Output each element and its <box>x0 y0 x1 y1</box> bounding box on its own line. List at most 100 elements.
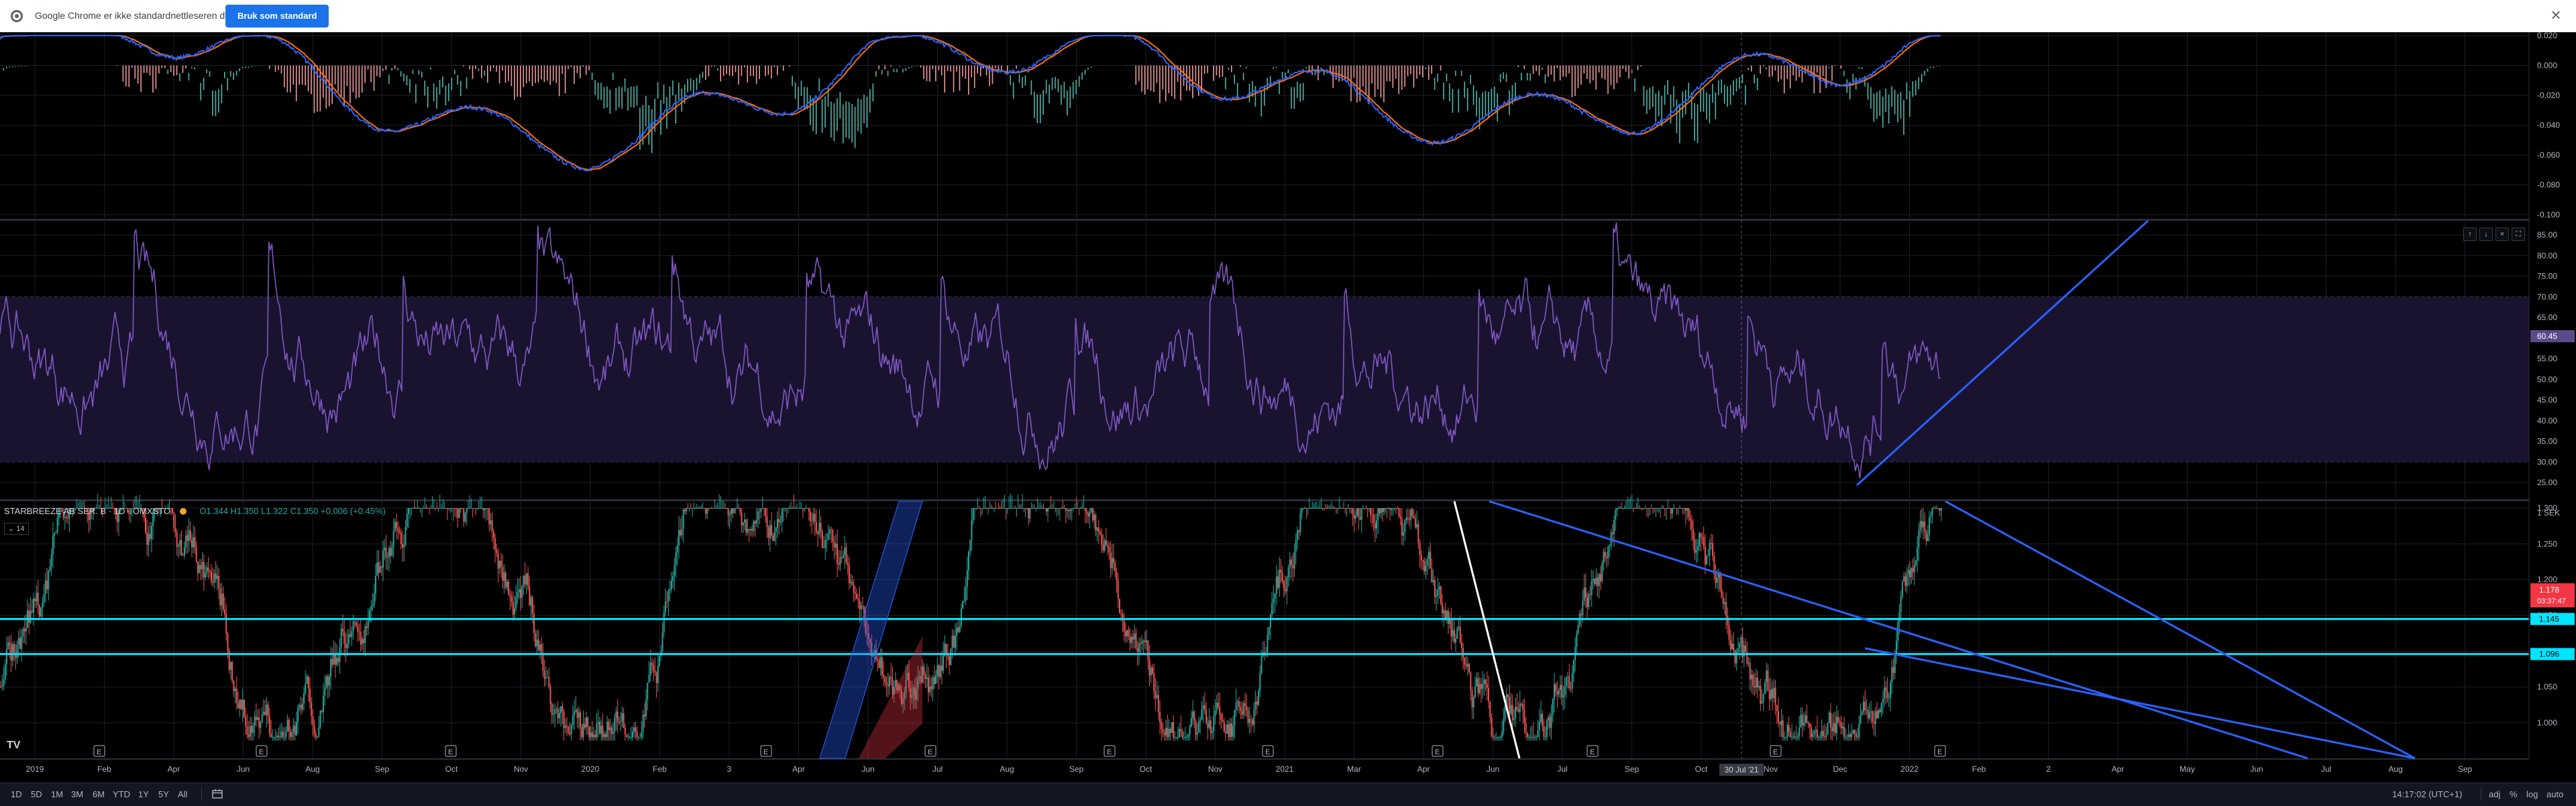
macd-histogram-bar <box>1891 86 1892 107</box>
pane-close-button[interactable]: × <box>2496 228 2509 241</box>
candle-body <box>1685 508 1686 511</box>
calendar-range-icon[interactable] <box>212 789 223 799</box>
candle-body <box>7 642 9 649</box>
candle-body <box>798 508 799 509</box>
macd-histogram-bar <box>1246 67 1247 68</box>
macd-histogram-bar <box>867 97 868 128</box>
candle-body <box>1730 640 1731 649</box>
candle-body <box>288 720 290 732</box>
macd-histogram-bar <box>1425 67 1426 69</box>
macd-histogram-bar <box>1443 83 1444 99</box>
candle-body <box>294 725 296 735</box>
candle-body <box>1921 521 1923 527</box>
candle-body <box>1696 550 1697 553</box>
candle-body <box>342 629 343 632</box>
adj-toggle[interactable]: adj <box>2489 789 2500 799</box>
candle-body <box>1181 732 1183 738</box>
indicator-toggle[interactable]: ⌄ 14 <box>4 523 29 535</box>
candle-body <box>1439 587 1440 590</box>
candle-body <box>331 659 333 664</box>
range-6m-button[interactable]: 6M <box>93 789 105 799</box>
candle-body <box>1031 508 1032 509</box>
candle-body <box>1036 508 1038 509</box>
candle-body <box>309 688 311 702</box>
symbol-name[interactable]: STARBREEZE AB SER. B <box>4 506 106 516</box>
candle-body <box>176 532 178 547</box>
candle-body <box>1304 508 1305 509</box>
candle-body <box>1013 508 1014 509</box>
candle-body <box>3 679 4 686</box>
symbol-legend[interactable]: STARBREEZE AB SER. B · 1D · OMXSTO O1.34… <box>4 506 386 516</box>
candle-body <box>1395 508 1397 509</box>
candle-body <box>889 677 890 687</box>
candle-body <box>1540 714 1542 722</box>
range-ytd-button[interactable]: YTD <box>113 789 130 799</box>
candle-body <box>1703 537 1705 546</box>
macd-histogram-bar <box>146 66 148 73</box>
candle-body <box>560 706 561 713</box>
candle-body <box>941 666 943 671</box>
log-toggle[interactable]: log <box>2526 789 2538 799</box>
macd-histogram-bar <box>314 66 315 113</box>
macd-histogram-bar <box>287 66 288 93</box>
candle-body <box>1778 711 1779 723</box>
candle-body <box>629 737 631 738</box>
range-1y-button[interactable]: 1Y <box>138 789 149 799</box>
candle-body <box>375 576 376 594</box>
candle-body <box>427 508 429 509</box>
candle-body <box>1558 690 1560 695</box>
candle-body <box>1092 508 1093 520</box>
range-5d-button[interactable]: 5D <box>31 789 42 799</box>
candle-body <box>388 548 390 558</box>
candle-body <box>1047 508 1049 511</box>
candle-body <box>209 570 211 572</box>
candle-body <box>557 709 559 719</box>
pane-maximize-button[interactable]: ⛶ <box>2512 228 2525 241</box>
set-default-button[interactable]: Bruk som standard <box>225 5 329 28</box>
candle-body <box>1385 508 1386 509</box>
range-all-button[interactable]: All <box>178 789 187 799</box>
range-3m-button[interactable]: 3M <box>71 789 83 799</box>
macd-histogram-bar <box>415 85 417 103</box>
candle-body <box>1331 508 1332 509</box>
candle-body <box>1087 513 1089 517</box>
macd-histogram-bar <box>804 87 805 108</box>
macd-histogram-bar <box>1305 67 1307 68</box>
clock[interactable]: 14:17:02 (UTC+1) <box>2392 789 2462 799</box>
macd-histogram-bar <box>9 66 10 68</box>
candle-body <box>1605 552 1606 557</box>
macd-histogram-bar <box>795 82 796 99</box>
candle-body <box>1666 508 1667 509</box>
macd-histogram-bar <box>1757 78 1758 90</box>
candle-body <box>726 508 727 509</box>
candle-body <box>441 508 442 509</box>
candle-body <box>1007 508 1008 509</box>
candle-body <box>1454 630 1455 642</box>
candle-body <box>745 519 747 532</box>
candle-body <box>57 517 58 532</box>
candle-body <box>1655 508 1656 509</box>
candle-body <box>1218 703 1219 707</box>
range-5y-button[interactable]: 5Y <box>158 789 169 799</box>
pane-move-up-button[interactable]: ↑ <box>2463 228 2477 241</box>
macd-histogram-bar <box>189 73 190 81</box>
candle-body <box>1933 508 1935 509</box>
rsi-axis-label: 50.00 <box>2537 374 2557 384</box>
range-1m-button[interactable]: 1M <box>51 789 63 799</box>
candle-body <box>1053 508 1055 509</box>
candle-body <box>1831 727 1833 732</box>
close-icon[interactable]: × <box>2548 7 2564 23</box>
candle-body <box>263 712 264 714</box>
macd-histogram-bar <box>1542 68 1543 70</box>
candle-body <box>1424 561 1425 571</box>
candle-body <box>1067 510 1068 511</box>
macd-histogram-bar <box>1303 83 1304 101</box>
candle-body <box>1325 508 1326 509</box>
macd-histogram-bar <box>1634 79 1635 91</box>
range-1d-button[interactable]: 1D <box>11 789 22 799</box>
pane-move-down-button[interactable]: ↓ <box>2479 228 2493 241</box>
macd-histogram-bar <box>1195 66 1197 82</box>
percent-toggle[interactable]: % <box>2510 789 2518 799</box>
auto-toggle[interactable]: auto <box>2546 789 2563 799</box>
